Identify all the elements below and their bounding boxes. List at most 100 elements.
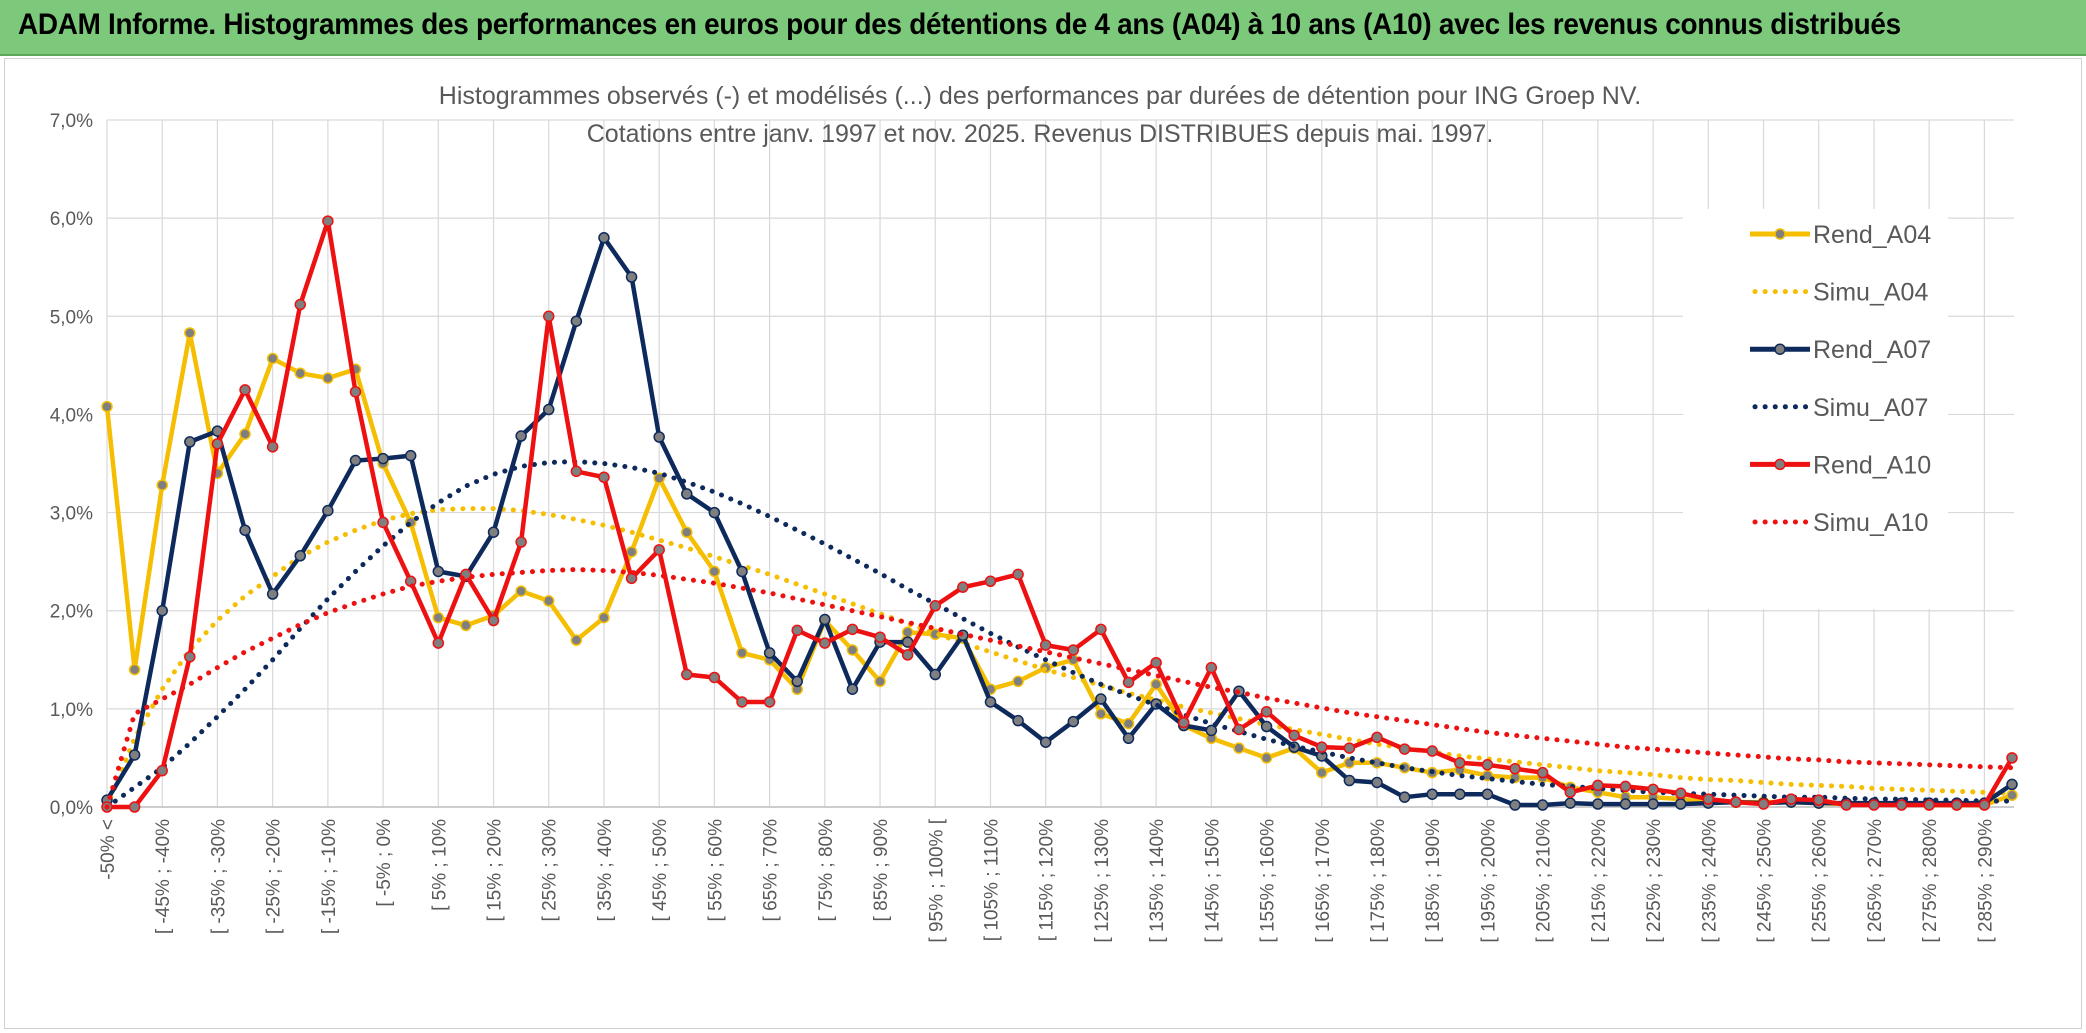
data-point-rend-a07 — [1481, 788, 1494, 800]
data-point-rend-a07 — [570, 315, 583, 327]
data-point-rend-a10 — [1592, 779, 1604, 792]
y-tick-label: 5,0% — [50, 307, 93, 328]
y-tick-label: 2,0% — [50, 602, 93, 623]
data-point-rend-a07 — [239, 524, 251, 536]
legend: Rend_A04 Simu_A04 Rend_A07 Simu_A07 Rend_A10… — [1750, 221, 1931, 537]
data-point-rend-a10 — [1343, 742, 1356, 754]
data-point-rend-a07 — [266, 588, 279, 600]
legend-marker — [1774, 228, 1786, 240]
data-point-rend-a10 — [1122, 676, 1135, 689]
x-tick-label: [ 145% ; 150% — [1202, 819, 1223, 943]
data-point-rend-a04 — [101, 400, 113, 413]
data-point-rend-a10 — [1233, 723, 1245, 736]
data-point-rend-a07 — [294, 550, 307, 562]
x-tick-label: [ 135% ; 140% — [1147, 819, 1168, 943]
data-point-rend-a10 — [1316, 741, 1328, 753]
data-point-rend-a10 — [708, 671, 721, 684]
data-point-rend-a10 — [1868, 799, 1880, 811]
legend-marker — [1774, 343, 1786, 355]
data-point-rend-a04 — [515, 585, 527, 597]
x-tick-label: [ 15% ; 20% — [485, 819, 506, 922]
data-point-rend-a10 — [1509, 762, 1521, 775]
data-point-rend-a04 — [156, 479, 168, 491]
data-point-rend-a04 — [1012, 675, 1024, 688]
x-tick-label: [ 105% ; 110% — [981, 819, 1002, 941]
data-point-rend-a07 — [1067, 715, 1080, 728]
x-tick-label: [ 125% ; 130% — [1092, 819, 1113, 943]
legend-item-rend-a04: Rend_A04 — [1750, 221, 1931, 249]
data-point-rend-a10 — [1923, 799, 1935, 811]
x-tick-label: [ 115% ; 120% — [1037, 819, 1058, 941]
data-point-rend-a04 — [322, 372, 334, 384]
x-tick-label: [ 165% ; 170% — [1313, 819, 1334, 943]
x-tick-label: [ 25% ; 30% — [540, 819, 561, 922]
legend-item-rend-a10: Rend_A10 — [1750, 451, 1931, 479]
x-tick-label: [ 245% ; 250% — [1755, 819, 1776, 943]
legend-label: Rend_A04 — [1813, 221, 1931, 249]
chart-frame: Histogrammes observés (-) et modélisés (… — [4, 58, 2082, 1029]
x-tick-label: [ 235% ; 240% — [1699, 819, 1720, 943]
data-point-rend-a10 — [2006, 752, 2018, 764]
data-point-rend-a04 — [542, 595, 555, 607]
data-point-rend-a10 — [598, 471, 610, 483]
data-point-rend-a07 — [1122, 732, 1135, 745]
data-point-rend-a10 — [1095, 623, 1107, 636]
data-point-rend-a07 — [1536, 799, 1549, 811]
data-point-rend-a04 — [184, 327, 196, 339]
x-tick-label: [ 285% ; 290% — [1975, 819, 1996, 943]
data-point-rend-a10 — [1812, 794, 1825, 806]
data-point-rend-a07 — [736, 565, 748, 578]
y-tick-label: 4,0% — [50, 405, 93, 426]
data-point-rend-a10 — [1702, 793, 1715, 805]
data-point-rend-a10 — [736, 696, 748, 708]
data-point-rend-a10 — [1730, 796, 1742, 808]
legend-label: Simu_A07 — [1813, 394, 1928, 422]
x-tick-label: [ -45% ; -40% — [153, 819, 174, 934]
data-point-rend-a04 — [736, 647, 748, 659]
data-point-rend-a10 — [570, 465, 583, 478]
data-point-rend-a10 — [1757, 798, 1770, 810]
data-point-rend-a04 — [901, 626, 914, 639]
data-point-rend-a10 — [1039, 639, 1052, 651]
x-tick-label: [ 95% ; 100% [ — [926, 818, 947, 942]
x-axis: -50% < [ -45% ; -40% [ -35% ; -30% [ -25% ;… — [98, 818, 1996, 942]
x-tick-label: [ 35% ; 40% — [595, 819, 616, 922]
data-point-rend-a10 — [239, 384, 251, 396]
y-tick-label: 7,0% — [50, 111, 93, 132]
data-point-rend-a04 — [653, 472, 665, 484]
legend-background — [1683, 209, 1948, 609]
legend-item-simu-a04: Simu_A04 — [1752, 279, 1928, 307]
data-point-rend-a07 — [1095, 693, 1107, 705]
series-line-rend-a10 — [107, 218, 2014, 810]
x-tick-label: [ -5% ; 0% — [374, 819, 395, 907]
x-tick-label: [ 265% ; 270% — [1865, 819, 1886, 943]
data-point-rend-a07 — [1564, 797, 1577, 809]
report-title: ADAM Informe. Histogrammes des performan… — [18, 8, 1901, 41]
data-point-rend-a07 — [1012, 714, 1024, 727]
y-tick-label: 3,0% — [50, 504, 93, 525]
data-point-rend-a07 — [929, 668, 942, 681]
data-point-rend-a04 — [681, 526, 693, 538]
x-tick-label: [ 185% ; 190% — [1423, 819, 1444, 943]
data-point-rend-a10 — [1951, 799, 1963, 811]
data-point-rend-a07 — [819, 613, 831, 626]
data-point-rend-a07 — [1205, 724, 1218, 737]
data-point-rend-a07 — [128, 749, 141, 761]
data-point-rend-a10 — [1288, 729, 1300, 742]
data-point-rend-a10 — [819, 637, 831, 649]
data-point-rend-a07 — [1039, 736, 1052, 748]
x-tick-label: [ 55% ; 60% — [705, 819, 726, 922]
data-point-rend-a10 — [984, 575, 997, 588]
data-point-rend-a07 — [1343, 774, 1356, 787]
data-point-rend-a10 — [1674, 787, 1687, 800]
x-tick-label: [ 275% ; 280% — [1920, 819, 1941, 943]
data-point-rend-a07 — [791, 675, 803, 688]
data-point-rend-a07 — [653, 431, 665, 443]
x-tick-label: [ 5% ; 10% — [429, 819, 450, 911]
data-point-rend-a07 — [1619, 798, 1632, 810]
data-point-rend-a04 — [625, 546, 638, 558]
data-point-rend-a07 — [598, 232, 610, 244]
data-point-rend-a10 — [1454, 757, 1466, 769]
data-point-rend-a07 — [2006, 778, 2018, 791]
y-tick-label: 0,0% — [50, 798, 93, 819]
